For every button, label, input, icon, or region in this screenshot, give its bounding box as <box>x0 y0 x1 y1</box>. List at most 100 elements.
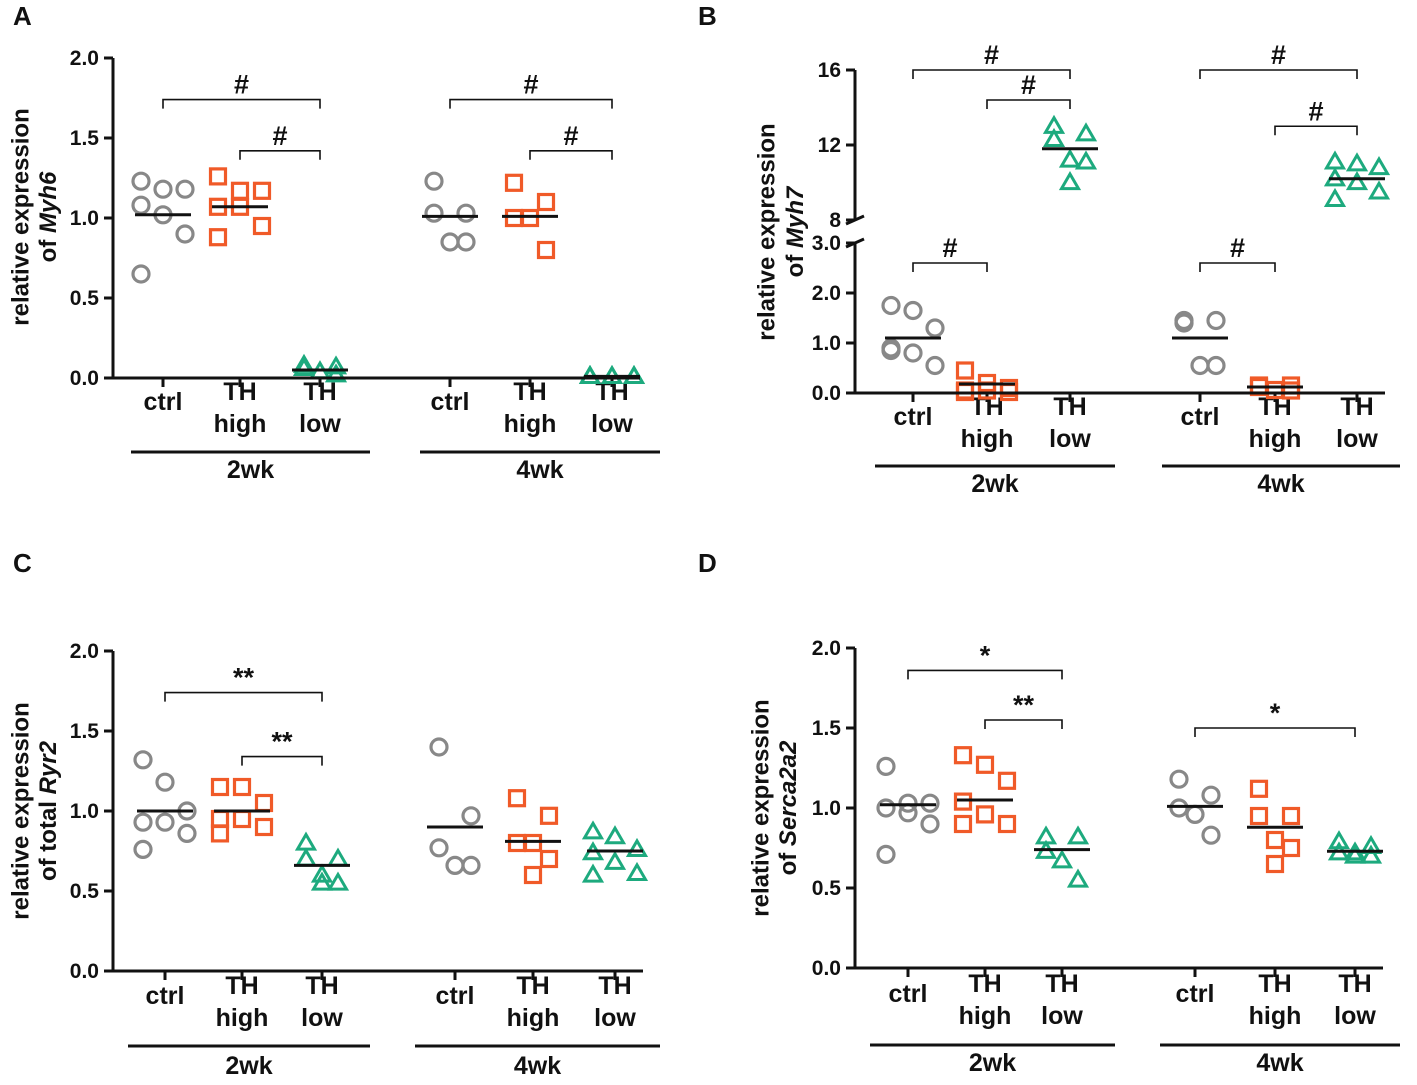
data-point <box>536 240 556 260</box>
x-category-label: high <box>959 1002 1012 1030</box>
data-point <box>456 203 476 223</box>
x-category-label: ctrl <box>894 403 933 431</box>
data-point <box>1281 806 1301 826</box>
data-point <box>232 809 252 829</box>
significance-label: # <box>1230 233 1245 263</box>
significance-bracket: # <box>239 121 321 160</box>
data-point <box>175 179 195 199</box>
bracket-line <box>907 669 1063 680</box>
series-ctrl: ctrl <box>422 171 478 416</box>
data-point <box>1281 838 1301 858</box>
bracket-line <box>529 150 613 160</box>
data-point <box>975 755 995 774</box>
data-point <box>603 825 627 845</box>
significance-label: # <box>942 233 957 263</box>
data-point <box>625 861 649 882</box>
significance-bracket: # <box>162 70 321 109</box>
significance-bracket: # <box>986 70 1071 109</box>
significance-label: ** <box>233 663 255 693</box>
x-category-label: low <box>594 1004 636 1032</box>
y-tick-label: 1.5 <box>70 720 100 743</box>
significance-label: # <box>984 40 999 70</box>
significance-label: * <box>1270 698 1281 728</box>
data-point <box>131 171 151 191</box>
significance-bracket: # <box>1274 96 1358 136</box>
data-point <box>507 833 527 853</box>
data-point <box>504 173 524 192</box>
x-category-label: TH <box>968 970 1001 998</box>
data-point <box>429 737 449 757</box>
group-label: 4wk <box>1257 470 1304 498</box>
y-axis-title-line2: of Myh6 <box>35 171 62 262</box>
bracket-line <box>449 98 613 109</box>
series-th-low: TH low <box>294 831 350 1032</box>
data-point <box>1359 844 1383 864</box>
series-ctrl: ctrl <box>1167 769 1223 1008</box>
significance-label: # <box>234 70 249 100</box>
y-tick-label: 0.0 <box>812 382 841 405</box>
data-point <box>881 338 901 358</box>
data-point <box>424 203 444 223</box>
x-category-label: high <box>1249 425 1302 453</box>
data-point <box>230 181 250 200</box>
data-point <box>507 789 527 808</box>
x-category-label: high <box>504 410 557 438</box>
x-category-label: ctrl <box>146 982 185 1010</box>
data-point <box>539 849 559 869</box>
data-point <box>1265 854 1285 874</box>
x-category-label: low <box>1334 1002 1376 1030</box>
significance-label: * <box>980 640 991 670</box>
data-point <box>326 847 350 867</box>
x-category-label: low <box>591 410 633 438</box>
x-category-label: low <box>1041 1002 1083 1030</box>
x-category-label: ctrl <box>1176 980 1215 1008</box>
y-tick-label: 1.5 <box>70 127 100 150</box>
data-point <box>208 228 228 247</box>
data-point <box>920 814 940 834</box>
series-ctrl: ctrl <box>133 750 197 1010</box>
data-point <box>504 208 524 228</box>
significance-label: # <box>523 70 538 100</box>
x-category-label: ctrl <box>436 982 475 1010</box>
data-point <box>1343 844 1367 864</box>
series-ctrl: ctrl <box>1172 310 1228 431</box>
significance-bracket: ** <box>984 690 1063 729</box>
y-axis-title-line2: of total Ryr2 <box>35 740 62 881</box>
data-point <box>461 806 481 826</box>
x-category-label: TH <box>1045 970 1078 998</box>
bracket-line <box>1199 69 1358 79</box>
y-axis-title-prefix: of <box>775 846 802 875</box>
series-ctrl: ctrl <box>876 756 940 1008</box>
data-point <box>903 300 923 321</box>
y-axis-gene: Serca2a2 <box>775 740 802 846</box>
data-point <box>1066 868 1090 888</box>
series-ctrl: ctrl <box>881 295 945 431</box>
y-tick-label: 2.0 <box>70 47 99 70</box>
data-point <box>953 746 973 765</box>
y-tick-label: 1.5 <box>812 717 842 740</box>
y-axis-title-line1: relative expression <box>7 108 34 325</box>
x-category-label: TH <box>305 972 338 1000</box>
significance-label: # <box>1271 40 1286 70</box>
bracket-line <box>1274 125 1358 136</box>
x-category-label: TH <box>223 378 256 406</box>
data-point <box>1327 830 1351 850</box>
y-tick-label: 16 <box>818 59 841 82</box>
x-category-label: ctrl <box>1181 403 1220 431</box>
y-tick-label: 8 <box>829 209 841 232</box>
group-label: 4wk <box>514 1052 561 1080</box>
data-point <box>520 208 540 228</box>
data-point <box>294 847 318 867</box>
significance-bracket: # <box>529 121 613 160</box>
group-label: 2wk <box>971 470 1018 498</box>
data-point <box>254 817 274 837</box>
group-4wk: ctrl TH high TH low 4wk <box>415 737 660 1080</box>
x-category-label: TH <box>1340 393 1373 421</box>
